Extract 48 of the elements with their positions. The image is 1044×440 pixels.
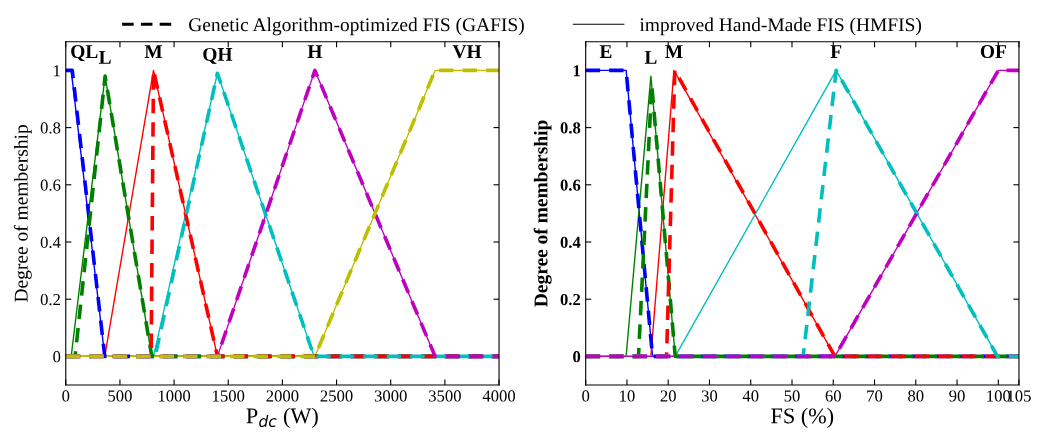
x-tick-label: 1000	[158, 390, 191, 402]
y-axis-title: Degree of membership	[13, 125, 32, 302]
y-tick-label: 0.4	[40, 236, 61, 249]
x-tick-label: 4000	[482, 390, 516, 402]
x-tick-label: 90	[949, 390, 965, 402]
x-tick-label: 0	[62, 390, 70, 402]
y-tick-label: 0.6	[40, 179, 61, 191]
y-tick-label: 0.8	[560, 122, 581, 134]
y-axis-title: Degree of membership	[533, 120, 552, 307]
y-tick-label: 0	[573, 351, 581, 363]
y-tick-label: 0.8	[40, 122, 61, 134]
y-tick-label: 0.4	[560, 236, 581, 249]
x-tick-label: 70	[867, 390, 883, 402]
series-label: M	[665, 45, 683, 58]
text: Genetic Algorithm-optimized FIS (GAFIS)	[189, 17, 524, 36]
x-tick-label: 30	[701, 390, 718, 402]
x-tick-label: 500	[108, 390, 132, 402]
series-label: M	[144, 45, 163, 58]
x-tick-label: 20	[660, 390, 676, 402]
x-tick-label: 10	[620, 390, 635, 402]
x-tick-label: 80	[908, 390, 924, 402]
y-tick-label: 0.2	[560, 293, 581, 306]
x-tick-label: 50	[784, 390, 800, 402]
series-label: QH	[203, 47, 233, 64]
series-label: F	[830, 45, 842, 58]
y-tick-label: 0.2	[40, 293, 60, 306]
series-label: OF	[980, 45, 1006, 59]
y-tick-label: 1	[54, 65, 60, 77]
x-tick-label: 3500	[429, 390, 461, 402]
x-tick-label: 1500	[213, 390, 245, 402]
series-label: QL	[71, 45, 98, 62]
x-tick-label: 0	[582, 390, 590, 402]
x-tick-label: 2500	[320, 390, 353, 402]
y-tick-label: 0.6	[560, 179, 581, 191]
series-label: VH	[452, 45, 482, 59]
x-axis-title: FS (%)	[771, 407, 834, 428]
x-tick-label: 60	[825, 390, 841, 402]
x-tick-label: 2000	[266, 390, 299, 402]
x-tick-label: 40	[742, 390, 759, 402]
series-label: L	[644, 50, 657, 64]
y-tick-label: 1	[573, 65, 580, 77]
x-axis-title: P$_{dc}$ (W)	[246, 407, 318, 428]
series-label: H	[307, 45, 323, 58]
text: improved Hand-Made FIS (HMFIS)	[639, 17, 922, 36]
series-label: L	[98, 50, 111, 64]
series-label: E	[599, 45, 612, 58]
y-tick-label: 0	[53, 351, 61, 363]
x-tick-label: 3000	[374, 390, 407, 402]
